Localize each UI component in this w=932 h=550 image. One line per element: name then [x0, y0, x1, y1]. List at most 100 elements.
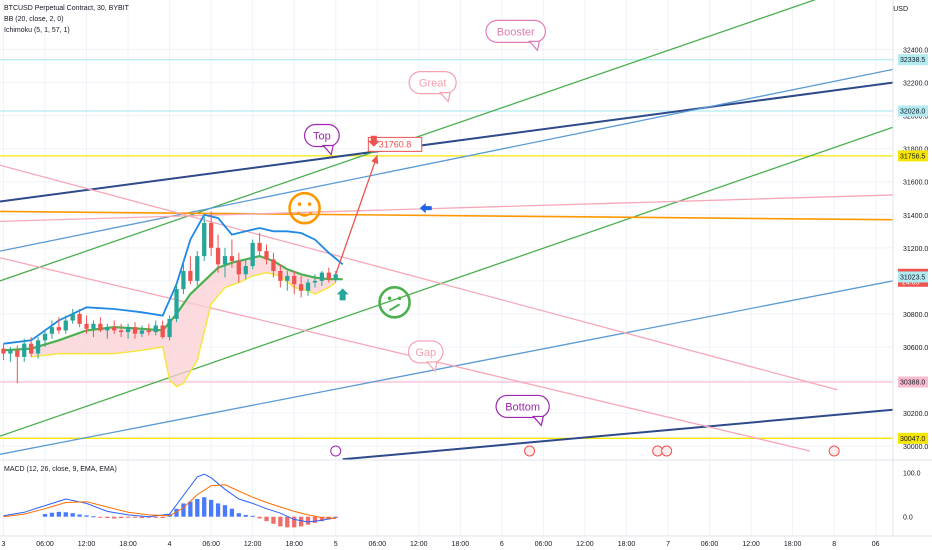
callout-text: Top [313, 130, 331, 142]
indicator-bb-basis [3, 254, 343, 352]
time-tick-label: 18:00 [285, 541, 303, 548]
drawing-overlays: Booster Great Top 31760.8 Gap Bottom [288, 19, 840, 457]
callout-tail [321, 144, 334, 156]
macd-histogram-bar [118, 516, 124, 519]
currency-label: USD [893, 6, 908, 13]
bb-legend[interactable]: BB (20, close, 2, 0) [4, 16, 64, 23]
happy-smiley-icon-eye [297, 202, 302, 206]
symbol-legend[interactable]: BTCUSD Perpetual Contract, 30, BYBIT [4, 5, 129, 12]
price-mark-badge [898, 432, 928, 444]
price-tick-label: 32400.0 [903, 48, 928, 55]
candle-body [63, 320, 68, 331]
candle-body [49, 327, 55, 334]
price-tick-label: 31800.0 [903, 147, 928, 154]
candle-body [298, 284, 304, 291]
candle-body [77, 313, 82, 324]
candle-body [91, 323, 96, 329]
macd-histogram-bar [112, 516, 117, 519]
macd-line-macd [3, 473, 336, 523]
time-tick-label: 6 [500, 541, 504, 548]
candle-body [29, 343, 34, 354]
macd-histogram-bar [77, 514, 82, 517]
trend-line-navy-upper [0, 81, 894, 203]
macd-histogram-bar [139, 516, 145, 519]
candle-body [84, 323, 89, 329]
callout-text: Gap [415, 347, 436, 359]
time-tick-label: 8 [832, 541, 836, 548]
red-down-arrow-icon [367, 135, 380, 147]
macd-histogram-bar [181, 503, 186, 517]
candle-body [222, 256, 228, 265]
callout-tail [438, 92, 451, 103]
candle-body [229, 256, 235, 262]
flag-event-icon [661, 445, 673, 457]
macd-histogram-bar [153, 516, 158, 518]
macd-histogram-bar [208, 499, 214, 517]
macd-legend[interactable]: MACD (12, 26, close, 9, EMA, EMA) [4, 466, 117, 473]
candle-body [174, 289, 179, 319]
candle-body [305, 282, 311, 291]
flag-event-icon [524, 445, 536, 457]
price-tick-label: 30200.0 [903, 411, 928, 418]
macd-histogram-bar [125, 516, 131, 518]
time-tick-label: 06:00 [36, 541, 54, 548]
lightning-event-icon [330, 445, 342, 457]
candle-body [22, 343, 27, 357]
macd-histogram-bar [278, 516, 283, 527]
time-tick-label: 12:00 [410, 541, 428, 548]
time-tick-label: 18:00 [452, 541, 470, 548]
time-tick-label: 12:00 [244, 541, 262, 548]
macd-histogram-bar [70, 513, 75, 517]
horizontal-levels [0, 59, 893, 439]
time-tick-label: 18:00 [119, 541, 137, 548]
price-mark-label: 32028.0 [900, 109, 925, 116]
candle-body [167, 318, 172, 338]
callout-bubble [407, 340, 444, 364]
trend-line-pink-falling-1 [0, 164, 838, 391]
candle-body [264, 251, 269, 260]
candle-body [42, 333, 48, 341]
candle-body [160, 325, 165, 338]
candle-body [292, 275, 297, 285]
macd-histogram-bar [160, 516, 165, 519]
price-tick-label: 32200.0 [903, 81, 928, 88]
confused-smiley-icon-eye [397, 296, 402, 301]
candle-body [285, 275, 290, 281]
time-tick-label: 12:00 [78, 541, 96, 548]
macd-histogram-bar [257, 516, 262, 519]
candle-body [278, 270, 283, 281]
callout-tail [425, 361, 438, 373]
candle-body [257, 242, 262, 252]
blue-left-arrow-icon [419, 203, 432, 214]
confused-smiley-icon-mouth [389, 303, 401, 312]
macd-histogram-bar [243, 514, 248, 517]
candle-body [125, 327, 131, 333]
candle-body [195, 256, 200, 281]
macd-pane: 100.0 0.0 [0, 459, 932, 528]
candle-body [35, 340, 41, 354]
callout-tail [528, 40, 541, 52]
price-tick-label: 31400.0 [903, 213, 928, 220]
macd-histogram-bar [319, 516, 325, 522]
callout-text: Bottom [505, 401, 540, 413]
candle-body [132, 327, 138, 334]
indicator-ichimoku-lower [31, 271, 337, 388]
time-tick-label: 5 [334, 541, 338, 548]
macd-tick-label: 0.0 [903, 515, 913, 522]
price-mark-label: 30047.0 [900, 436, 925, 443]
confused-smiley-icon-face [378, 286, 411, 319]
candle-body [118, 330, 124, 333]
callout-bubble [303, 123, 340, 148]
time-tick-label: 18:00 [784, 541, 802, 548]
candle-body [312, 280, 318, 283]
ichimoku-cloud [31, 256, 336, 387]
ichimoku-cloud-area [31, 256, 336, 387]
macd-histogram-bar [132, 516, 138, 518]
time-tick-label: 06:00 [369, 541, 387, 548]
ichimoku-legend[interactable]: Ichimoku (5, 1, 57, 1) [4, 27, 70, 34]
macd-histogram-bar [229, 508, 235, 517]
trend-line-blue-upper [0, 68, 894, 252]
macd-histogram-bar [146, 516, 151, 518]
candle-body [112, 327, 117, 331]
